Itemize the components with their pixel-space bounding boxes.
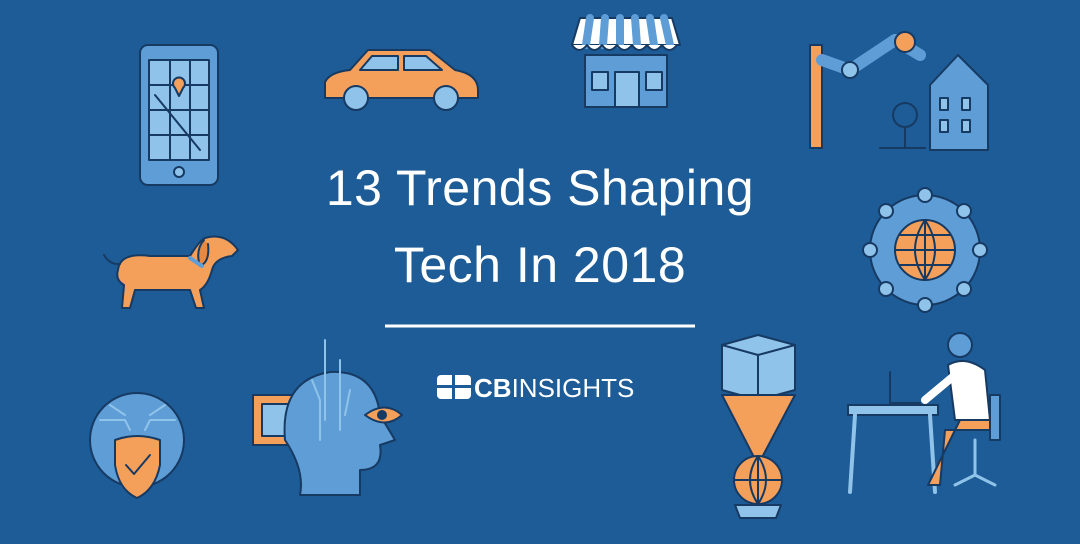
security-icon-part	[125, 454, 151, 475]
workstation-icon-part	[953, 438, 997, 487]
store-icon-part	[614, 71, 640, 108]
workstation-icon-part	[947, 360, 991, 421]
projection-icon-part	[721, 394, 796, 466]
workstation-icon-part	[847, 404, 939, 416]
workstation-icon-part	[921, 371, 959, 404]
dog-icon-part	[188, 256, 204, 268]
workstation-icon-part	[947, 332, 973, 358]
car-icon-part	[324, 49, 479, 99]
globe-network-icon-part	[878, 203, 894, 219]
security-icon	[89, 392, 185, 499]
globe-network-icon-part	[917, 187, 933, 203]
brand-logo-part	[437, 385, 471, 388]
ai-head-icon	[252, 339, 403, 496]
ai-head-icon-part	[311, 339, 351, 441]
globe-network-icon-part	[956, 281, 972, 297]
automation-icon-part	[809, 44, 823, 149]
brand-logo: CBINSIGHTS	[437, 373, 634, 403]
brand-light: INSIGHTS	[512, 373, 635, 403]
security-icon-part	[114, 435, 161, 499]
title-line-2: Tech In 2018	[394, 237, 686, 293]
brand-bold: CB	[474, 373, 512, 403]
globe-network-icon-part	[878, 281, 894, 297]
phone-icon-part	[172, 76, 186, 97]
store-icon-part	[582, 14, 674, 49]
projection-icon	[721, 334, 796, 519]
car-icon-part	[433, 85, 459, 111]
store-icon-part	[645, 71, 663, 91]
store-icon	[571, 14, 681, 108]
automation-icon	[809, 31, 989, 151]
workstation-icon	[847, 332, 1001, 494]
workstation-icon-part	[889, 371, 921, 406]
car-icon-part	[343, 85, 369, 111]
automation-icon-part	[879, 126, 926, 149]
automation-icon-part	[939, 97, 971, 133]
car-icon	[324, 49, 479, 111]
automation-icon-part	[894, 31, 916, 53]
ai-head-icon-part	[377, 410, 387, 420]
security-icon-part	[99, 404, 176, 431]
brand-name: CBINSIGHTS	[474, 373, 634, 403]
automation-icon-part	[841, 61, 859, 79]
dog-icon-part	[103, 254, 121, 266]
globe-network-icon-part	[917, 297, 933, 313]
phone-icon-part	[173, 166, 185, 178]
workstation-icon-part	[989, 394, 1001, 441]
car-icon-part	[359, 55, 443, 71]
store-icon-part	[591, 71, 609, 91]
phone-icon	[139, 44, 219, 186]
projection-icon-part	[734, 504, 782, 519]
projection-icon-part	[721, 344, 796, 401]
title-line-1: 13 Trends Shaping	[326, 160, 754, 216]
globe-network-icon-part	[862, 242, 878, 258]
globe-network-icon-part	[894, 219, 956, 281]
store-icon-part	[571, 44, 678, 51]
globe-network-icon-part	[972, 242, 988, 258]
dog-icon	[103, 235, 239, 309]
globe-network-icon	[862, 187, 988, 313]
globe-network-icon-part	[956, 203, 972, 219]
